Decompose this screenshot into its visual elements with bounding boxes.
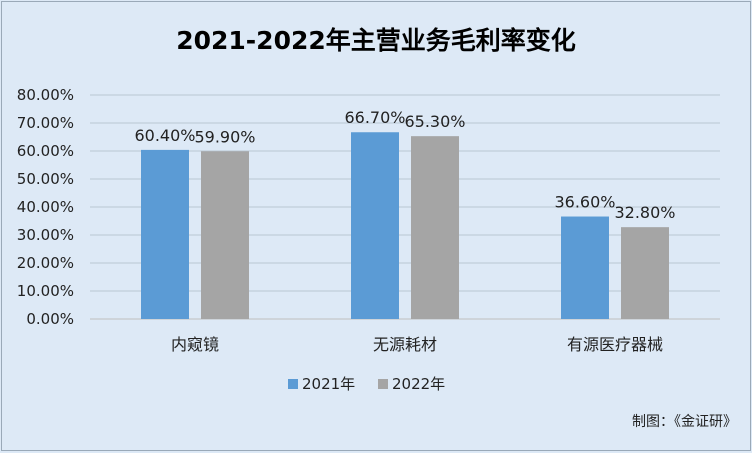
data-label: 66.70%	[344, 108, 405, 127]
y-tick-label: 30.00%	[17, 226, 74, 244]
bar	[411, 136, 459, 319]
legend-label: 2021年	[302, 375, 355, 393]
data-label: 60.40%	[134, 126, 195, 145]
data-label: 32.80%	[614, 203, 675, 222]
legend-swatch	[378, 379, 388, 389]
bar	[621, 227, 669, 319]
legend-label: 2022年	[392, 375, 445, 393]
y-axis-ticks: 0.00% 10.00% 20.00% 30.00% 40.00% 50.00% 60.00…	[17, 86, 74, 328]
y-tick-label: 70.00%	[17, 114, 74, 132]
data-label: 65.30%	[404, 112, 465, 131]
category-label: 无源耗材	[373, 335, 437, 354]
bars	[141, 132, 669, 319]
data-label: 59.90%	[194, 127, 255, 146]
bar	[141, 149, 189, 319]
data-label: 36.60%	[554, 193, 615, 212]
category-labels: 内窥镜 无源耗材 有源医疗器械	[171, 335, 663, 354]
y-tick-label: 50.00%	[17, 170, 74, 188]
bar	[561, 216, 609, 319]
source-note: 制图：《金证研》	[632, 414, 737, 430]
bar	[351, 132, 399, 319]
bar	[201, 151, 249, 319]
y-tick-label: 0.00%	[26, 310, 74, 328]
legend: 2021年 2022年	[288, 375, 445, 393]
y-tick-label: 60.00%	[17, 142, 74, 160]
chart-title: 2021-2022年主营业务毛利率变化	[176, 26, 576, 55]
y-tick-label: 40.00%	[17, 198, 74, 216]
gridlines	[90, 94, 720, 320]
data-labels: 60.40%59.90% 66.70%65.30% 36.60%32.80%	[134, 108, 675, 222]
y-tick-label: 80.00%	[17, 86, 74, 104]
y-tick-label: 20.00%	[17, 254, 74, 272]
category-label: 内窥镜	[171, 335, 219, 354]
category-label: 有源医疗器械	[567, 335, 663, 354]
legend-swatch	[288, 379, 298, 389]
y-tick-label: 10.00%	[17, 282, 74, 300]
